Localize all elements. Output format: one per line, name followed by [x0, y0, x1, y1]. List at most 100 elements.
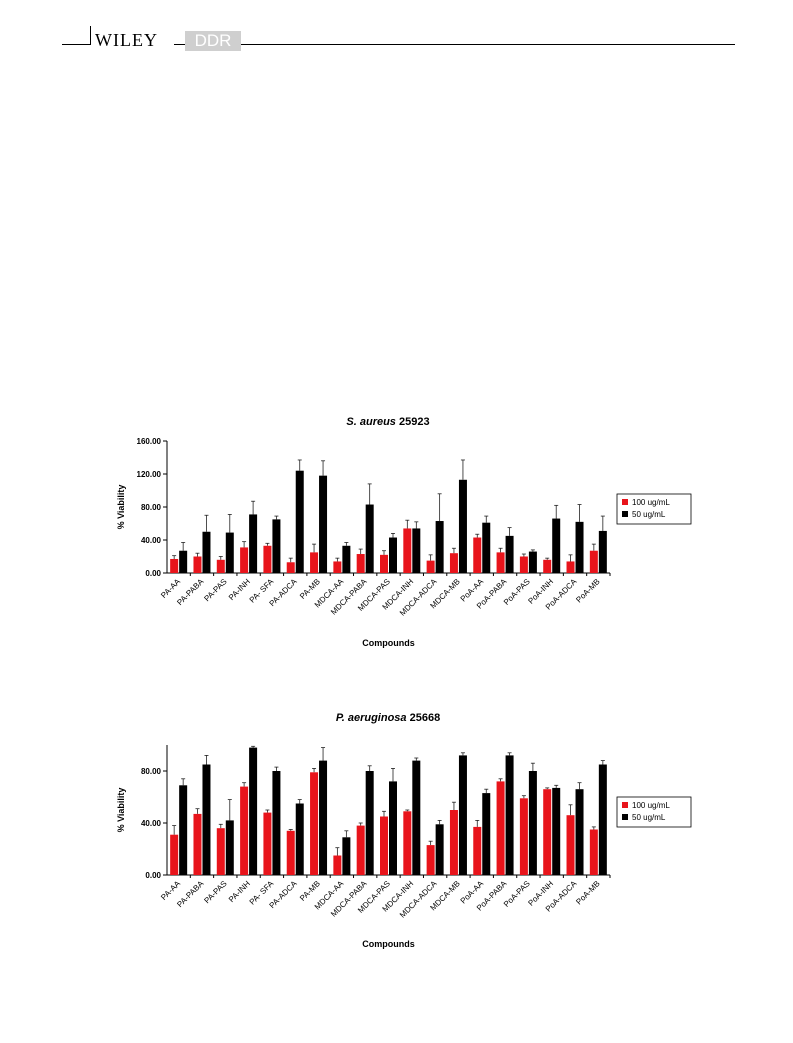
y-tick-label: 40.00: [141, 536, 162, 545]
x-tick-label: PA-PAS: [202, 577, 228, 603]
header-rule-right: [241, 44, 735, 45]
bar: [179, 550, 188, 573]
bar: [356, 554, 365, 573]
bar: [342, 545, 351, 573]
bar: [380, 816, 388, 875]
header-rule-mid: [174, 44, 185, 45]
bar: [240, 786, 249, 875]
bar: [380, 554, 388, 573]
bar: [496, 552, 505, 573]
bar: [543, 789, 552, 875]
bar: [263, 545, 272, 573]
bar: [202, 531, 211, 573]
bar: [389, 537, 397, 573]
bar: [170, 558, 179, 573]
legend-label: 50 ug/mL: [632, 510, 666, 519]
legend-swatch: [622, 511, 628, 517]
y-axis-label: % Viability: [116, 788, 126, 833]
bar: [310, 552, 319, 573]
legend-label: 50 ug/mL: [632, 813, 666, 822]
bar: [310, 772, 319, 875]
bar: [449, 810, 458, 875]
bar: [365, 504, 374, 573]
bar: [598, 764, 607, 875]
bar: [435, 521, 444, 573]
bar: [496, 781, 505, 875]
bar: [286, 562, 295, 573]
bar: [458, 755, 467, 875]
legend-swatch: [622, 802, 628, 808]
x-axis-label: Compounds: [362, 939, 415, 949]
x-tick-label: PoA-MB: [574, 577, 601, 604]
bar: [263, 812, 272, 875]
publisher-name: WILEY: [95, 30, 158, 50]
y-tick-label: 40.00: [141, 819, 162, 828]
chart-p-aeruginosa: P. aeruginosa 25668 0.00 40.00 80.00 % Viabi…: [116, 712, 692, 949]
chart-title-strain: 25668: [410, 712, 441, 724]
bar: [482, 793, 491, 875]
bar: [403, 528, 412, 573]
chart-s-aureus: S. aureus 25923 0.00 40.00 80.00 120.00 160.0…: [116, 416, 692, 648]
bar: [449, 553, 458, 573]
bar: [412, 760, 421, 875]
bar: [552, 787, 561, 875]
bar: [482, 522, 491, 573]
chart-title-strain: 25923: [399, 416, 430, 428]
page-header: WILEY DDR: [0, 0, 793, 60]
y-tick-label: 80.00: [141, 503, 162, 512]
x-tick-label: PA-PAS: [202, 879, 228, 905]
bar: [249, 514, 258, 573]
bar: [519, 798, 528, 875]
legend-label: 100 ug/mL: [632, 801, 670, 810]
bar: [505, 755, 514, 875]
publisher-logo: WILEY: [95, 30, 158, 51]
x-tick-label: PA-PABA: [175, 577, 206, 608]
bar: [403, 811, 412, 875]
x-tick-label: PoA-MB: [574, 879, 601, 906]
bar: [356, 825, 365, 875]
bar: [216, 559, 225, 573]
bar: [286, 830, 295, 875]
bar: [575, 521, 584, 573]
legend-label: 100 ug/mL: [632, 498, 670, 507]
journal-badge: DDR: [185, 31, 241, 51]
x-axis-label: Compounds: [362, 638, 415, 648]
bar: [598, 530, 607, 573]
bar: [412, 528, 421, 573]
bar: [566, 815, 575, 875]
header-rule-tick: [90, 26, 91, 45]
bar: [426, 560, 435, 573]
bar: [333, 855, 342, 875]
bar: [295, 803, 304, 875]
bar: [295, 470, 304, 573]
bar: [342, 837, 351, 875]
y-tick-label: 0.00: [145, 569, 161, 578]
bar: [426, 845, 435, 875]
bar: [272, 519, 281, 573]
chart-title: P. aeruginosa 25668: [336, 712, 440, 724]
chart-title-organism: P. aeruginosa: [336, 712, 410, 724]
x-tick-label: PA-PABA: [175, 879, 206, 910]
bar: [528, 551, 537, 573]
bar: [458, 479, 467, 573]
bar: [435, 824, 444, 875]
y-tick-label: 120.00: [137, 470, 162, 479]
y-tick-label: 80.00: [141, 767, 162, 776]
bar: [333, 561, 342, 573]
bar: [552, 518, 561, 573]
bar: [249, 747, 258, 875]
legend-box: [616, 796, 692, 828]
bar: [589, 550, 598, 573]
bar: [225, 820, 234, 875]
bar: [319, 475, 328, 573]
chart-title: S. aureus 25923: [346, 416, 429, 428]
bar: [319, 760, 328, 875]
bar: [505, 535, 514, 573]
bar: [202, 764, 211, 875]
bar: [179, 785, 188, 875]
chart-title-organism: S. aureus: [346, 416, 399, 428]
bar: [519, 556, 528, 573]
bar: [170, 834, 179, 875]
bar: [193, 813, 202, 875]
bar: [225, 532, 234, 573]
